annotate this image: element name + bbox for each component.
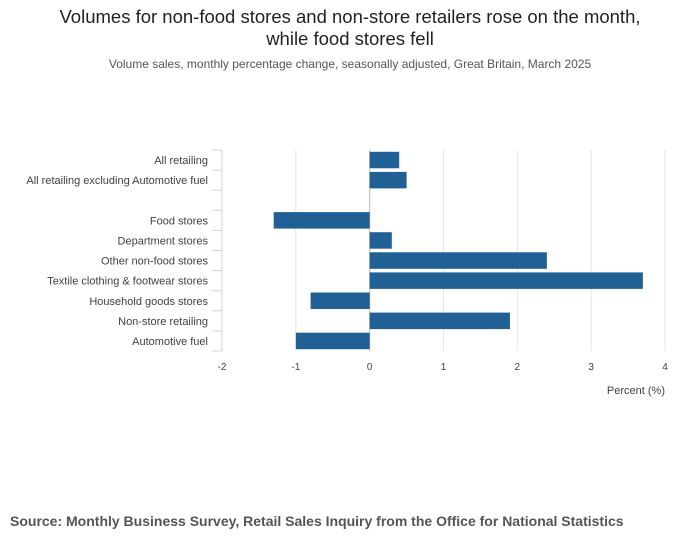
x-tick-label: 2 (515, 362, 521, 373)
x-tick-label: -1 (291, 362, 300, 373)
bar (369, 151, 400, 169)
bar (369, 272, 643, 289)
bar (369, 312, 510, 330)
x-tick-label: 3 (588, 362, 594, 373)
source-note: Source: Monthly Business Survey, Retail … (10, 513, 624, 529)
category-label: All retailing excluding Automotive fuel (26, 175, 208, 187)
x-tick-label: 4 (662, 362, 668, 373)
category-label: Department stores (118, 235, 209, 247)
chart-title: Volumes for non-food stores and non-stor… (0, 6, 700, 50)
x-tick-label: -2 (218, 362, 227, 373)
bar (369, 171, 407, 189)
bar (369, 232, 392, 249)
chart-title-line-2: while food stores fell (266, 28, 434, 49)
chart-subtitle: Volume sales, monthly percentage change,… (108, 57, 592, 71)
bar (310, 292, 370, 309)
bar (369, 252, 547, 269)
bar (295, 332, 370, 350)
x-axis-title: Percent (%) (607, 385, 665, 397)
x-tick-label: 1 (441, 362, 447, 373)
category-label: All retailing (154, 155, 208, 167)
x-tick-label: 0 (367, 362, 373, 373)
category-label: Food stores (150, 215, 209, 227)
category-label: Textile clothing & footwear stores (47, 276, 208, 288)
category-label: Automotive fuel (132, 336, 208, 348)
bar (273, 212, 370, 229)
category-label: Non-store retailing (118, 316, 208, 328)
category-label: Household goods stores (89, 296, 208, 308)
category-label: Other non-food stores (101, 256, 209, 268)
chart-title-line-1: Volumes for non-food stores and non-stor… (59, 6, 641, 27)
